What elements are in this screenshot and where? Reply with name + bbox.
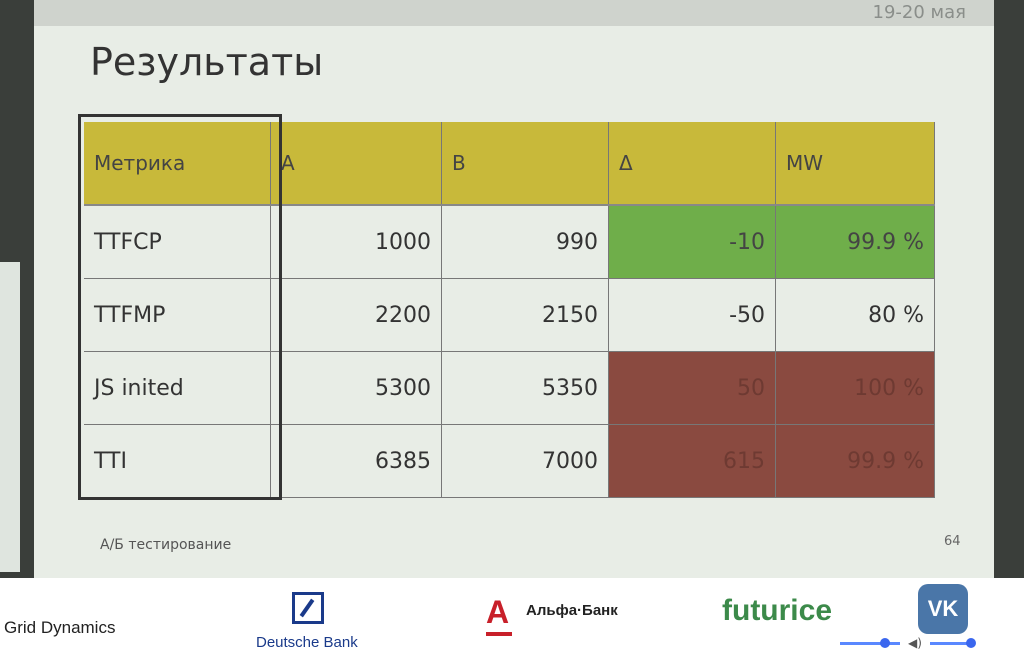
value-b-cell: 2150 bbox=[441, 278, 609, 352]
volume-track[interactable] bbox=[930, 642, 974, 645]
header-b: B bbox=[441, 122, 609, 206]
metric-cell: TTFMP bbox=[84, 278, 271, 352]
speaker-icon[interactable]: ◀) bbox=[908, 636, 922, 650]
value-a-cell: 1000 bbox=[270, 205, 442, 279]
slide-footer-topic: А/Б тестирование bbox=[100, 537, 232, 553]
side-panel-edge bbox=[0, 262, 20, 572]
metric-cell: TTFCP bbox=[84, 205, 271, 279]
vk-logo-icon: VK bbox=[918, 584, 968, 634]
table-row: TTI 6385 7000 615 99.9 % bbox=[84, 424, 935, 498]
alfa-bank-logo-icon: А bbox=[486, 594, 510, 630]
value-a-cell: 5300 bbox=[270, 351, 442, 425]
deutsche-bank-logo-text: Deutsche Bank bbox=[256, 634, 358, 651]
mw-cell: 80 % bbox=[775, 278, 935, 352]
slide-page-number: 64 bbox=[944, 534, 961, 549]
deutsche-bank-logo-icon bbox=[292, 592, 324, 624]
metric-cell: TTI bbox=[84, 424, 271, 498]
header-a: A bbox=[270, 122, 442, 206]
slide-top-strip bbox=[34, 0, 994, 26]
results-table: Метрика A B Δ MW TTFCP 1000 990 -10 99.9… bbox=[84, 122, 935, 498]
header-mw: MW bbox=[775, 122, 935, 206]
delta-cell: 50 bbox=[608, 351, 776, 425]
alfa-bank-logo-text: Альфа·Банк bbox=[526, 602, 618, 619]
delta-cell: -10 bbox=[608, 205, 776, 279]
table-row: TTFMP 2200 2150 -50 80 % bbox=[84, 278, 935, 352]
header-delta: Δ bbox=[608, 122, 776, 206]
mw-cell: 100 % bbox=[775, 351, 935, 425]
grid-dynamics-logo-text: Grid Dynamics bbox=[4, 618, 116, 637]
slide-title: Результаты bbox=[90, 40, 324, 84]
delta-cell: 615 bbox=[608, 424, 776, 498]
value-b-cell: 7000 bbox=[441, 424, 609, 498]
header-metric: Метрика bbox=[84, 122, 271, 206]
video-progress-handle[interactable] bbox=[880, 638, 890, 648]
metric-cell: JS inited bbox=[84, 351, 271, 425]
alfa-bank-logo-bar bbox=[486, 632, 512, 636]
value-b-cell: 5350 bbox=[441, 351, 609, 425]
futurice-logo-text: futurice bbox=[722, 594, 833, 627]
mw-cell: 99.9 % bbox=[775, 205, 935, 279]
value-a-cell: 2200 bbox=[270, 278, 442, 352]
table-row: JS inited 5300 5350 50 100 % bbox=[84, 351, 935, 425]
table-header-row: Метрика A B Δ MW bbox=[84, 122, 935, 206]
video-progress-track[interactable] bbox=[840, 642, 900, 645]
table-row: TTFCP 1000 990 -10 99.9 % bbox=[84, 205, 935, 279]
event-date: 19-20 мая bbox=[872, 2, 966, 23]
value-b-cell: 990 bbox=[441, 205, 609, 279]
mw-cell: 99.9 % bbox=[775, 424, 935, 498]
sponsor-bar: Grid Dynamics Deutsche Bank А Альфа·Банк… bbox=[0, 578, 1024, 656]
value-a-cell: 6385 bbox=[270, 424, 442, 498]
delta-cell: -50 bbox=[608, 278, 776, 352]
volume-handle[interactable] bbox=[966, 638, 976, 648]
